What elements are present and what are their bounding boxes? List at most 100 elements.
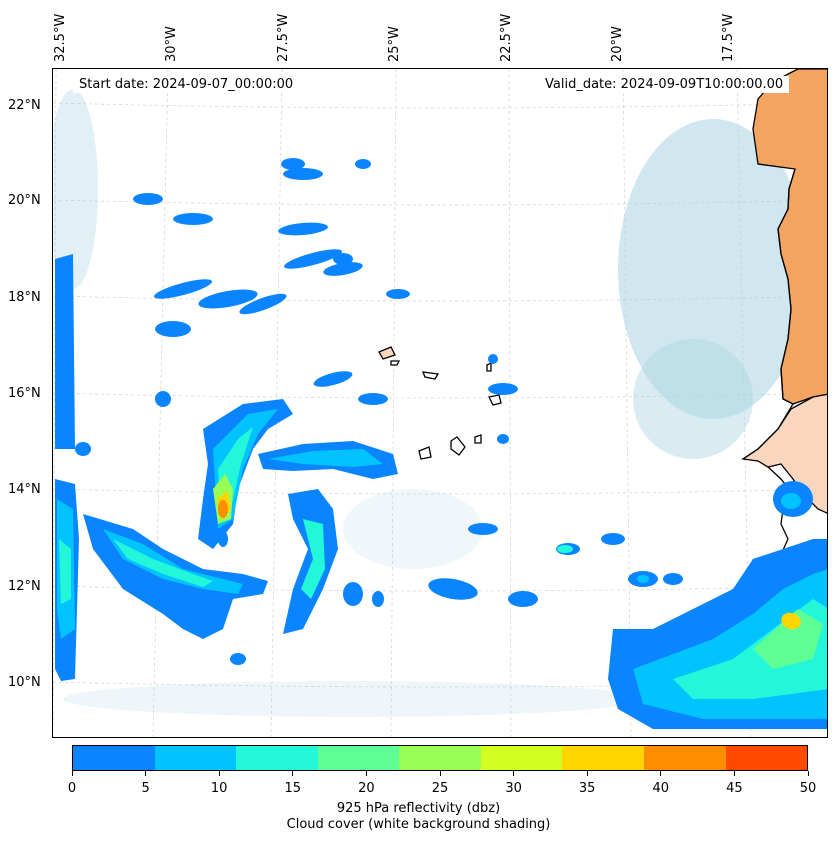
reflectivity-west-core-2 (59, 539, 71, 604)
reflectivity-cell (497, 434, 509, 444)
cloud-patch-central (343, 489, 483, 569)
reflectivity-cell (508, 591, 538, 607)
island-santiago (450, 436, 466, 456)
gridline-22n (53, 102, 827, 109)
reflectivity-cell (198, 289, 258, 309)
lon-label-30w: 30°W (164, 26, 179, 62)
reflectivity-south-curl (283, 489, 338, 634)
reflectivity-cell (153, 279, 213, 299)
reflectivity-sw-band-2 (103, 529, 243, 594)
reflectivity-cell-core (637, 575, 649, 583)
reflectivity-cell (281, 158, 305, 170)
colorbar-title-line2: Cloud cover (white background shading) (286, 817, 551, 832)
land-sahel (741, 393, 827, 514)
colorbar-tick-mark (145, 771, 147, 776)
colorbar-segment (725, 746, 808, 770)
island-sao-vicente (390, 360, 401, 366)
map-panel (52, 68, 828, 738)
reflectivity-cell (239, 293, 287, 315)
lat-label-14n: 14°N (8, 482, 41, 497)
reflectivity-cell (372, 591, 384, 607)
lon-label-25w: 25°W (387, 26, 402, 62)
gridline-20n (53, 199, 827, 206)
island-sao-nicolau (421, 371, 440, 380)
colorbar-tick-mark (807, 771, 809, 776)
gridline-22-5w (508, 69, 512, 737)
reflectivity-cell (333, 253, 353, 265)
gridline-27-5w (270, 69, 283, 737)
colorbar-tick-label: 40 (652, 781, 670, 796)
island-santo-antao (378, 346, 396, 360)
colorbar-tick-label: 50 (799, 781, 817, 796)
colorbar-segment (154, 746, 237, 770)
colorbar-title: 925 hPa reflectivity (dbz) Cloud cover (… (0, 801, 837, 833)
colorbar-segment (480, 746, 563, 770)
reflectivity-cell (218, 531, 228, 547)
colorbar-tick-mark (586, 771, 588, 776)
lon-label-22-5w: 22.5°W (499, 13, 514, 62)
reflectivity-cell (343, 582, 363, 606)
start-date-label: Start date: 2024-09-07_00:00:00 (73, 76, 300, 93)
reflectivity-sw-band-3 (113, 539, 213, 587)
cloud-patch-south (63, 681, 643, 717)
valid-date-label: Valid_date: 2024-09-09T10:00:00.00 (539, 76, 790, 93)
reflectivity-cell (355, 159, 371, 169)
lat-label-22n: 22°N (8, 98, 41, 113)
reflectivity-cell (601, 533, 625, 545)
colorbar (72, 745, 808, 771)
gridline-10n (53, 681, 827, 688)
reflectivity-cell (133, 193, 163, 205)
reflectivity-east-arm-2 (268, 449, 383, 467)
colorbar-segment (73, 746, 155, 770)
colorbar-tick-label: 35 (578, 781, 596, 796)
colorbar-tick-mark (292, 771, 294, 776)
cloud-cover (53, 89, 808, 717)
lat-label-10n: 10°N (8, 675, 41, 690)
lat-label-12n: 12°N (8, 579, 41, 594)
reflectivity-cell (75, 442, 91, 456)
reflectivity-cell (468, 523, 498, 535)
island-boa-vista (488, 394, 502, 406)
colorbar-segment (643, 746, 726, 770)
cloud-patch-east-2 (633, 339, 753, 459)
reflectivity-cell (663, 573, 683, 585)
lon-label-17-5w: 17.5°W (721, 13, 736, 62)
colorbar-title-line1: 925 hPa reflectivity (dbz) (336, 801, 501, 816)
reflectivity-west-band (55, 254, 75, 449)
reflectivity-cell (323, 262, 363, 276)
colorbar-tick-label: 15 (284, 781, 302, 796)
colorbar-tick-mark (439, 771, 441, 776)
colorbar-segment (399, 746, 481, 770)
cape-verde-islands (378, 346, 502, 460)
reflectivity-cell (230, 653, 246, 665)
reflectivity-cell (283, 249, 343, 269)
reflectivity-cell (428, 578, 478, 600)
reflectivity-cell (173, 213, 213, 225)
gridline-32-5w (53, 69, 57, 737)
reflectivity-cell (488, 354, 498, 364)
colorbar-segment (236, 746, 318, 770)
reflectivity-cell-core (557, 545, 573, 553)
island-sal (486, 361, 492, 372)
colorbar-tick-label: 30 (505, 781, 522, 796)
reflectivity-cell (313, 371, 353, 387)
reflectivity-africa-north-core (781, 493, 801, 509)
colorbar-segment (317, 746, 400, 770)
reflectivity-layer (55, 158, 827, 729)
cloud-patch-west (53, 89, 98, 289)
lat-label-20n: 20°N (8, 193, 41, 208)
colorbar-tick-mark (733, 771, 735, 776)
colorbar-tick-label: 5 (141, 781, 150, 796)
reflectivity-cell (386, 289, 410, 299)
gridline-30w (152, 69, 169, 737)
lat-label-16n: 16°N (8, 386, 41, 401)
reflectivity-storm-core-3 (218, 500, 228, 518)
lon-label-27-5w: 27.5°W (276, 13, 291, 62)
cloud-patch-east (618, 119, 808, 419)
reflectivity-cell (278, 222, 328, 236)
reflectivity-cell (488, 383, 518, 395)
reflectivity-cell (283, 168, 323, 180)
lon-label-20w: 20°W (610, 26, 625, 62)
map-canvas (53, 69, 827, 737)
colorbar-tick-mark (71, 771, 73, 776)
